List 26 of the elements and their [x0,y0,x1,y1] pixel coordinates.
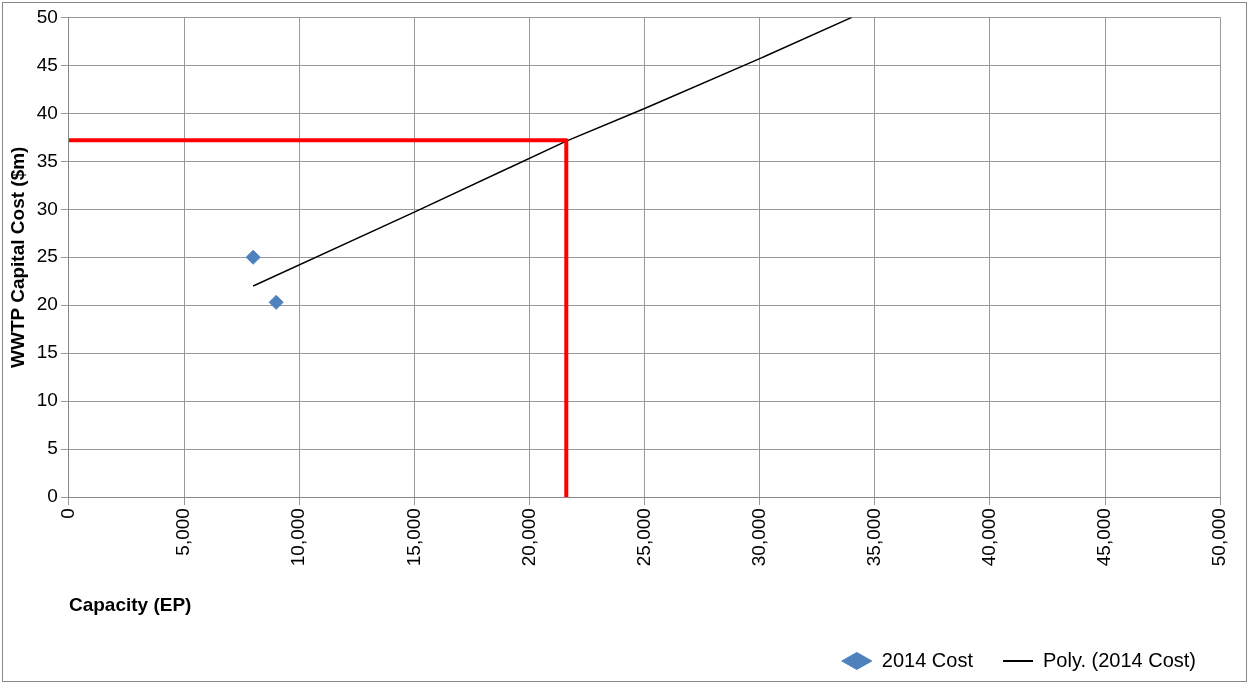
y-tick-label: 40 [36,101,58,123]
x-tick-label: 45,000 [1093,508,1115,567]
x-tick-label: 30,000 [747,508,769,567]
x-tick-label: 5,000 [172,508,194,556]
x-tick-label: 35,000 [863,508,885,567]
x-tick-label: 15,000 [402,508,424,567]
y-tick-label: 10 [36,389,58,411]
legend-label: 2014 Cost [881,648,974,671]
legend-label: Poly. (2014 Cost) [1042,648,1196,671]
y-tick-label: 45 [36,53,58,75]
y-tick-label: 5 [47,437,58,459]
x-tick-label: 25,000 [632,508,654,567]
x-tick-label: 50,000 [1208,508,1230,567]
y-tick-label: 50 [36,5,58,27]
x-axis-title: Capacity (EP) [68,593,192,615]
y-tick-label: 25 [36,245,58,267]
y-axis-title: WWTP Capital Cost ($m) [6,146,28,368]
y-tick-label: 30 [36,197,58,219]
x-tick-label: 40,000 [978,508,1000,567]
y-tick-label: 0 [47,485,58,507]
x-tick-label: 0 [57,508,79,519]
x-tick-label: 20,000 [517,508,539,567]
y-tick-label: 20 [36,293,58,315]
y-tick-label: 15 [36,341,58,363]
y-tick-label: 35 [36,149,58,171]
x-tick-label: 10,000 [287,508,309,567]
